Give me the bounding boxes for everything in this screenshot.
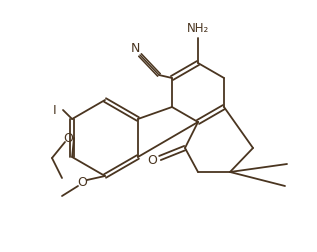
- Text: I: I: [53, 104, 57, 116]
- Text: O: O: [147, 154, 157, 168]
- Text: O: O: [77, 176, 87, 190]
- Text: NH₂: NH₂: [187, 22, 209, 36]
- Text: O: O: [63, 132, 73, 144]
- Text: N: N: [130, 42, 140, 54]
